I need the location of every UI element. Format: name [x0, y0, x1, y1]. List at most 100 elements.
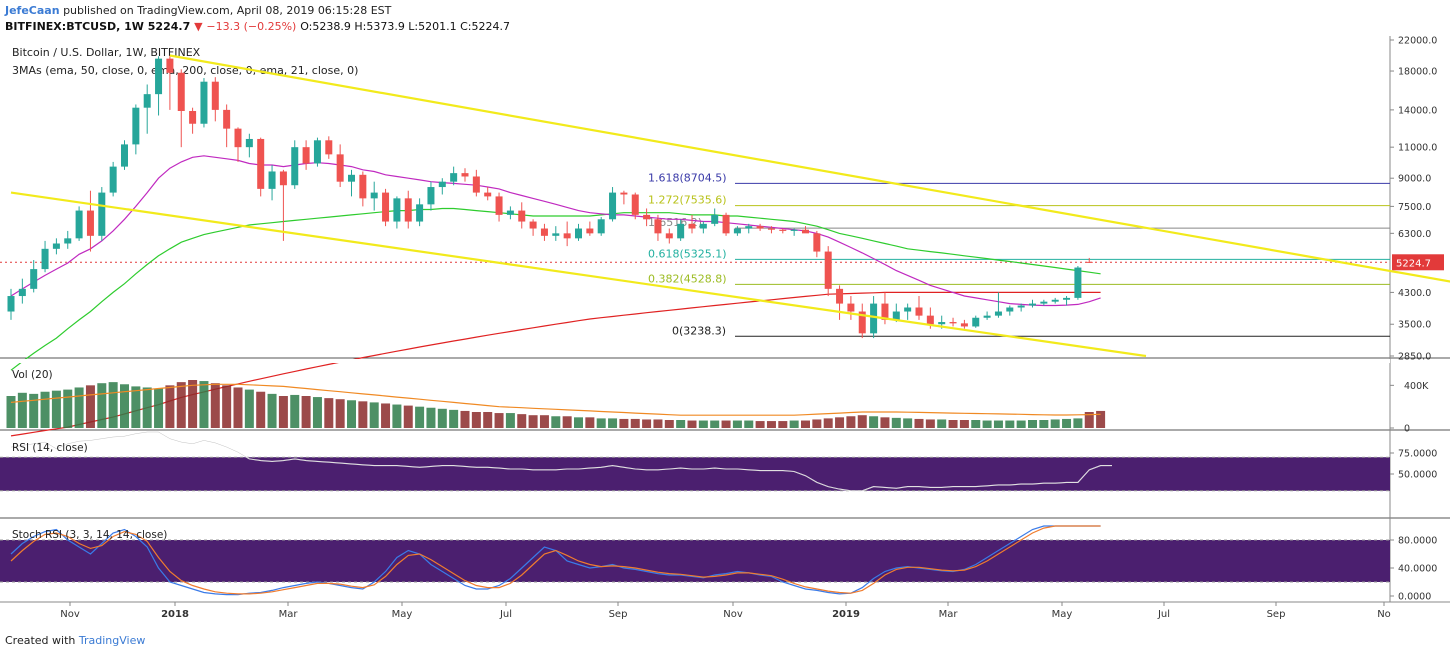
bearish-candle [824, 246, 832, 297]
bullish-candle [109, 161, 117, 197]
bearish-candle [847, 296, 855, 320]
volume-bar [880, 417, 890, 428]
volume-bar [948, 420, 958, 428]
last-price-badge-label: 5224.7 [1396, 258, 1431, 269]
price-tick-label: 4300.0 [1398, 288, 1431, 299]
volume-bar [324, 398, 334, 428]
volume-bar [823, 418, 833, 428]
candle-body [484, 192, 492, 197]
candle-body [870, 303, 878, 334]
bearish-candle [257, 137, 265, 197]
volume-bar [256, 391, 266, 428]
bullish-candle [711, 208, 719, 227]
candle-body [268, 171, 276, 189]
bearish-candle [302, 140, 310, 170]
candle-body [722, 214, 730, 234]
bullish-candle [64, 230, 72, 249]
footer: Created with TradingView [5, 634, 145, 647]
candle-body [1017, 305, 1025, 308]
time-tick-label: Sep [609, 609, 628, 620]
price-tick-label: 22000.0 [1398, 36, 1437, 47]
bearish-candle [325, 136, 333, 159]
symbol-label: BITFINEX:BTCUSD, 1W [5, 20, 144, 33]
candle-body [404, 198, 412, 222]
rsi-tick-label: 50.0000 [1398, 470, 1437, 481]
volume-pane-title: Vol (20) [12, 369, 53, 381]
candle-body [1006, 307, 1014, 312]
bullish-candle [1029, 299, 1036, 308]
candle-body [52, 243, 60, 249]
bullish-candle [1017, 303, 1025, 312]
volume-bar [222, 385, 232, 428]
candle-body [552, 233, 560, 236]
bullish-candle [291, 140, 299, 189]
price-tick-label: 3500.0 [1398, 320, 1431, 331]
volume-bar [630, 418, 640, 428]
candle-body [393, 198, 401, 222]
stoch-tick-label: 80.0000 [1398, 536, 1437, 547]
bullish-candle [121, 140, 128, 170]
candle-body [450, 173, 458, 182]
candle-body [540, 228, 548, 236]
volume-bar [29, 393, 39, 428]
volume-bar [539, 415, 549, 428]
candle-body [756, 226, 764, 229]
volume-bar [426, 407, 436, 428]
bullish-candle [972, 315, 980, 328]
candle-body [949, 322, 957, 324]
candle-body [132, 107, 140, 145]
bullish-candle [370, 181, 378, 211]
candle-body [200, 81, 208, 124]
volume-bar [846, 416, 856, 428]
volume-bar [505, 413, 515, 428]
candle-body [926, 315, 934, 325]
time-tick-label: Nov [60, 609, 80, 620]
candle-body [302, 147, 310, 164]
author-link[interactable]: JefeCaan [5, 4, 60, 17]
candle-body [223, 109, 231, 129]
bearish-candle [540, 223, 548, 241]
candle-body [64, 238, 72, 244]
candle-body [1085, 261, 1093, 263]
volume-bar [982, 420, 992, 428]
volume-bar [85, 385, 95, 428]
bullish-candle [348, 169, 355, 197]
candle-body [1040, 301, 1048, 304]
bullish-candle [200, 78, 208, 128]
candle-body [359, 174, 367, 199]
candle-body [938, 322, 946, 325]
candle-body [563, 233, 571, 239]
candle-body [813, 233, 821, 252]
time-tick-label: May [1052, 609, 1073, 620]
candle-body [518, 210, 526, 222]
bullish-candle [268, 165, 276, 201]
candle-body [121, 144, 128, 167]
volume-bar [142, 387, 152, 428]
fib-level-label: 1.618(8704.5) [648, 171, 727, 184]
volume-bar [585, 417, 595, 428]
volume-bar [301, 396, 311, 428]
candle-body [824, 251, 832, 289]
candle-body [654, 219, 662, 234]
volume-bar [562, 416, 572, 428]
bullish-candle [1006, 305, 1014, 316]
stoch-d-line [10, 525, 1101, 595]
bearish-candle [495, 192, 503, 222]
bullish-candle [30, 260, 38, 293]
bullish-candle [597, 217, 605, 236]
tradingview-logo[interactable]: TradingView [78, 634, 146, 647]
price-chart[interactable]: 22000.0 18000.0 14000.0 11000.0 9000.0 7500.0… [0, 36, 1450, 634]
volume-bar [312, 397, 322, 428]
volume-bar [642, 419, 652, 428]
bullish-candle [438, 178, 446, 195]
candle-body [348, 174, 355, 182]
candle-body [677, 223, 685, 239]
price-pane-title: Bitcoin / U.S. Dollar, 1W, BITFINEX [12, 46, 201, 59]
volume-bar [903, 418, 913, 428]
volume-bar [188, 380, 198, 428]
candle-body [699, 223, 707, 229]
bearish-candle [620, 190, 628, 205]
rsi-tick-label: 75.0000 [1398, 449, 1437, 460]
volume-bar [108, 382, 118, 428]
volume-bar [1096, 410, 1106, 428]
